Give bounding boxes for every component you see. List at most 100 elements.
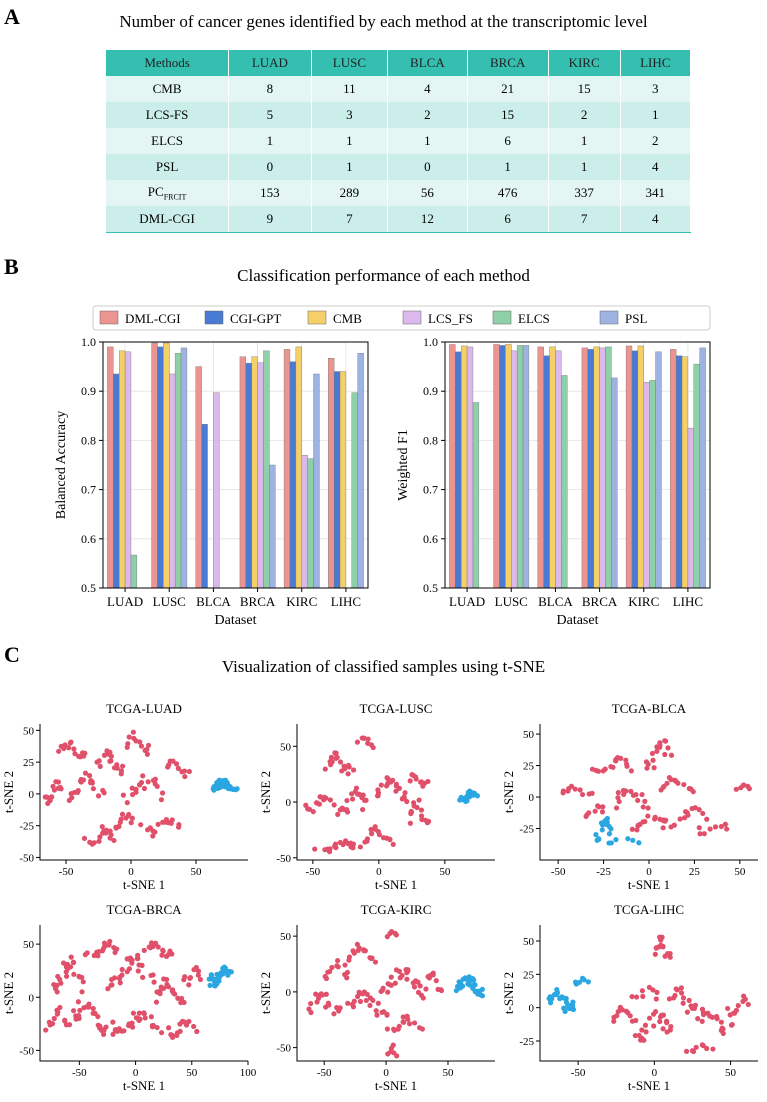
scatter-point-red	[153, 999, 160, 1005]
scatter-point-red	[313, 800, 320, 806]
scatter-point-red	[742, 996, 748, 1002]
scatter-point-red	[589, 790, 595, 796]
scatter-point-blue	[228, 969, 234, 975]
scatter-point-red	[663, 1018, 670, 1024]
scatter-point-red	[175, 765, 181, 771]
scatter-point-red	[126, 734, 132, 740]
scatter-point-red	[628, 768, 634, 774]
bar	[269, 464, 276, 589]
value-cell: 7	[311, 206, 389, 233]
x-axis-label: t-SNE 1	[123, 877, 165, 892]
scatter-point-red	[334, 754, 340, 761]
bar	[675, 355, 683, 589]
scatter-point-red	[138, 822, 144, 828]
bar	[511, 350, 518, 589]
scatter-point-red	[63, 973, 70, 979]
scatter-point-red	[68, 739, 74, 745]
bar-charts: DML-CGI CGI-GPT CMB LCS_FS ELCS PSL0.50.60.70…	[54, 305, 711, 628]
scatter-point-red	[651, 1023, 657, 1029]
x-tick-label: -50	[317, 1067, 332, 1079]
scatter-point-blue	[222, 965, 228, 972]
scatter-point-red	[182, 773, 188, 780]
scatter-point-red	[361, 948, 367, 954]
scatter-point-red	[615, 795, 621, 801]
scatter-point-red	[400, 1019, 406, 1025]
scatter-point-red	[699, 1042, 705, 1048]
y-tick-label: 0	[29, 789, 35, 801]
scatter-point-red	[103, 1024, 109, 1030]
scatter-point-red	[331, 1011, 337, 1017]
value-cell: 1	[620, 102, 692, 128]
x-tick-label: 50	[734, 866, 746, 878]
scatter-point-red	[137, 739, 143, 745]
scatter-point-red	[89, 780, 95, 786]
scatter-point-red	[142, 1015, 148, 1021]
scatter-point-red	[568, 783, 575, 789]
scatter-point-red	[49, 1021, 56, 1027]
bar	[593, 346, 600, 589]
bar	[151, 342, 158, 589]
scatter-point-red	[654, 748, 660, 754]
value-cell: 476	[467, 180, 549, 206]
scatter-point-red	[317, 794, 323, 800]
scatter-point-red	[363, 797, 369, 803]
scatter-point-red	[660, 943, 666, 949]
scatter-point-red	[695, 1016, 701, 1022]
panel-label-b: B	[4, 254, 19, 279]
x-tick-label: 0	[133, 1067, 139, 1079]
x-tick-label: -50	[551, 866, 566, 878]
scatter-point-red	[351, 950, 357, 956]
value-cell: 3	[311, 102, 389, 128]
scatter-point-blue	[585, 979, 591, 985]
scatter-point-red	[172, 991, 178, 997]
scatter-point-red	[186, 768, 192, 775]
scatter-point-red	[333, 750, 339, 756]
table-row: LCS-FS 5 3 2 15 2 1	[106, 102, 692, 128]
scatter-point-red	[303, 802, 309, 808]
scatter-point-red	[705, 1010, 711, 1016]
scatter-point-red	[400, 1014, 406, 1020]
scatter-point-red	[327, 846, 333, 852]
method-name: DML-CGI	[139, 211, 195, 226]
scatter-point-red	[639, 988, 645, 994]
scatter-point-red	[51, 1015, 57, 1022]
scatter-point-red	[712, 824, 719, 830]
scatter-point-red	[642, 798, 648, 804]
scatter-point-red	[657, 1018, 663, 1025]
scatter-point-red	[129, 1024, 136, 1030]
bar	[505, 344, 512, 589]
scatter-point-red	[693, 1044, 699, 1050]
scatter-point-red	[725, 1005, 731, 1012]
bar-chart-1: 0.5 0.6 0.7 0.8 0.9 1.0 LUAD LUSC BLCA BRCA KIRC LI…	[54, 335, 369, 628]
x-axis-label: t-SNE 1	[628, 877, 670, 892]
scatter-point-red	[124, 800, 130, 806]
scatter-point-red	[75, 999, 81, 1005]
scatter-point-red	[80, 777, 87, 783]
scatter-point-red	[101, 940, 108, 946]
scatter-point-red	[141, 1011, 147, 1017]
bar	[555, 350, 562, 589]
value-cell: 2	[548, 102, 621, 128]
scatter-point-blue	[570, 999, 576, 1005]
scatter-point-red	[108, 758, 114, 764]
bar	[333, 371, 341, 589]
scatter-point-red	[404, 798, 410, 805]
scatter-point-red	[54, 989, 60, 995]
x-tick-label: LIHC	[331, 594, 361, 609]
bar	[587, 349, 594, 589]
value-cell: 6	[467, 128, 549, 154]
value-cell: 1	[467, 154, 549, 180]
scatter-point-red	[114, 765, 120, 771]
scatter-point-red	[729, 1022, 735, 1028]
scatter-point-red	[383, 783, 390, 789]
scatter-point-red	[364, 836, 371, 842]
scatter-point-red	[69, 795, 75, 801]
scatter-point-blue	[234, 786, 240, 792]
scatter-point-red	[54, 982, 60, 989]
scatter-point-red	[696, 825, 702, 831]
scatter-point-red	[183, 1022, 190, 1028]
scatter-point-red	[735, 1002, 741, 1009]
bar	[289, 361, 297, 589]
x-tick-label: 0	[383, 1067, 389, 1079]
scatter-point-red	[68, 954, 74, 960]
